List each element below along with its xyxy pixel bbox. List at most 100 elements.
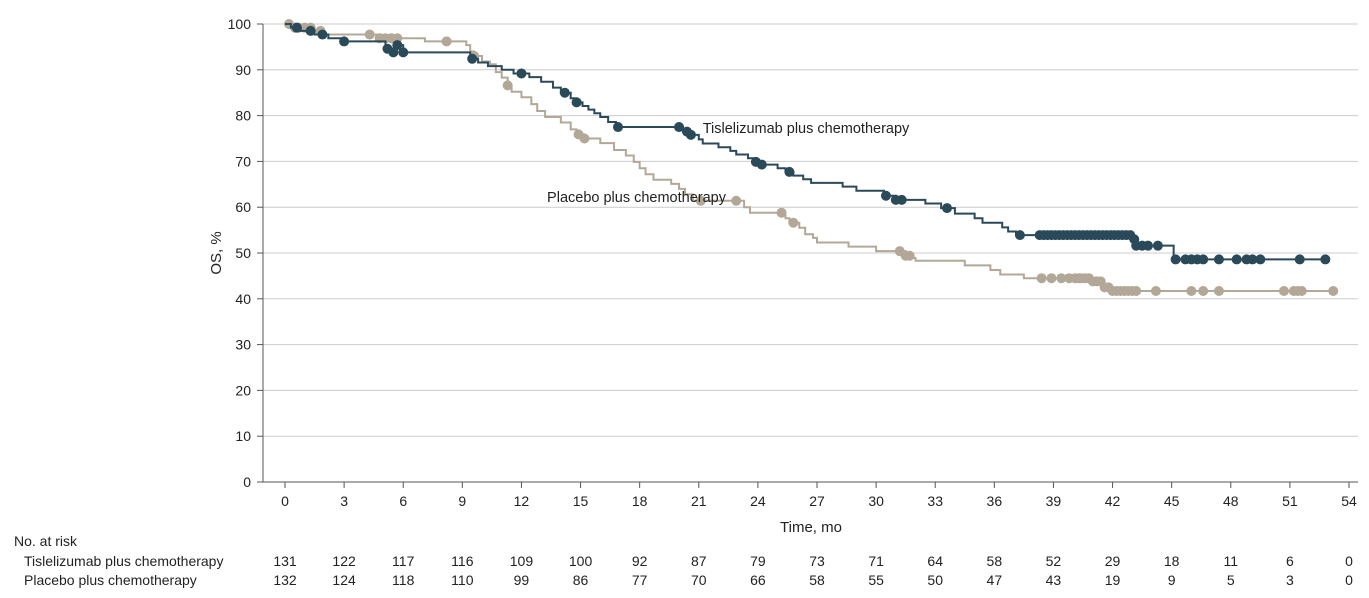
censor-mark-placebo (1056, 273, 1067, 284)
censor-mark-tislelizumab (1320, 254, 1331, 265)
censor-mark-tislelizumab (880, 190, 891, 201)
risk-table: No. at risk Tislelizumab plus chemothera… (14, 533, 1353, 588)
censor-mark-placebo (1131, 286, 1142, 297)
x-tick-label: 27 (809, 493, 825, 509)
censor-mark-tislelizumab (291, 22, 302, 33)
x-tick-label: 9 (458, 493, 466, 509)
x-tick-label: 15 (573, 493, 589, 509)
censor-mark-placebo (776, 207, 787, 218)
risk-value-tislelizumab: 29 (1105, 553, 1121, 569)
risk-value-tislelizumab: 0 (1345, 553, 1353, 569)
censor-mark-placebo (441, 36, 452, 47)
gridlines (263, 23, 1358, 437)
risk-value-placebo: 124 (332, 572, 356, 588)
censor-mark-placebo (1046, 273, 1057, 284)
x-tick-label: 48 (1223, 493, 1239, 509)
censor-mark-placebo (579, 133, 590, 144)
risk-value-tislelizumab: 52 (1046, 553, 1062, 569)
y-tick-label: 50 (235, 245, 251, 261)
censor-mark-placebo (1186, 286, 1197, 297)
x-tick-label: 24 (750, 493, 766, 509)
y-tick-label: 100 (228, 16, 252, 32)
x-tick-label: 42 (1105, 493, 1121, 509)
y-axis-ticks: 0 10 20 30 40 50 60 70 80 90 100 (228, 16, 263, 490)
x-axis-title: Time, mo (780, 519, 842, 536)
censor-mark-tislelizumab (339, 36, 350, 47)
x-tick-label: 51 (1282, 493, 1298, 509)
censor-mark-tislelizumab (559, 87, 570, 98)
risk-value-tislelizumab: 117 (392, 553, 415, 569)
y-tick-label: 20 (235, 382, 251, 398)
y-tick-label: 10 (235, 428, 251, 444)
censor-mark-tislelizumab (1198, 254, 1209, 265)
risk-value-tislelizumab: 64 (927, 553, 943, 569)
risk-value-tislelizumab: 58 (987, 553, 1003, 569)
risk-value-tislelizumab: 79 (750, 553, 766, 569)
censor-mark-placebo (695, 195, 706, 206)
censor-mark-tislelizumab (388, 47, 399, 58)
x-tick-label: 45 (1164, 493, 1180, 509)
censor-mark-placebo (1150, 286, 1161, 297)
risk-value-placebo: 0 (1345, 572, 1353, 588)
risk-value-tislelizumab: 11 (1224, 553, 1239, 569)
risk-value-placebo: 58 (809, 572, 825, 588)
censor-mark-placebo (788, 217, 799, 228)
censor-mark-tislelizumab (674, 122, 685, 133)
censor-mark-tislelizumab (1143, 240, 1154, 251)
y-tick-label: 70 (235, 153, 251, 169)
censor-mark-tislelizumab (516, 68, 527, 79)
censor-mark-placebo (364, 29, 375, 40)
risk-value-tislelizumab: 6 (1286, 553, 1294, 569)
y-tick-label: 0 (243, 474, 251, 490)
risk-value-placebo: 43 (1046, 572, 1062, 588)
risk-value-tislelizumab: 71 (868, 553, 884, 569)
risk-value-tislelizumab: 87 (691, 553, 707, 569)
risk-value-tislelizumab: 109 (510, 553, 534, 569)
y-tick-label: 40 (235, 291, 251, 307)
censor-mark-tislelizumab (685, 129, 696, 140)
x-tick-label: 33 (927, 493, 943, 509)
censor-mark-tislelizumab (392, 40, 403, 51)
censor-mark-tislelizumab (571, 97, 582, 108)
risk-table-heading: No. at risk (14, 533, 78, 549)
risk-value-placebo: 66 (750, 572, 766, 588)
censor-mark-tislelizumab (317, 29, 328, 40)
x-tick-label: 0 (281, 493, 289, 509)
risk-row-label-tislelizumab: Tislelizumab plus chemotherapy (24, 553, 223, 569)
risk-value-tislelizumab: 116 (451, 553, 474, 569)
risk-value-tislelizumab: 100 (569, 553, 593, 569)
risk-value-placebo: 9 (1168, 572, 1176, 588)
x-tick-label: 6 (399, 493, 407, 509)
x-tick-label: 54 (1341, 493, 1357, 509)
censor-mark-tislelizumab (756, 159, 767, 170)
censor-mark-tislelizumab (942, 203, 953, 214)
censor-mark-placebo (1296, 286, 1307, 297)
censor-mark-tislelizumab (1014, 230, 1025, 241)
x-tick-label: 12 (514, 493, 530, 509)
series-label-placebo: Placebo plus chemotherapy (547, 190, 727, 206)
censor-mark-tislelizumab (1152, 240, 1163, 251)
risk-value-placebo: 3 (1286, 572, 1294, 588)
series-tislelizumab (285, 22, 1331, 265)
censor-mark-tislelizumab (467, 53, 478, 64)
risk-value-tislelizumab: 92 (632, 553, 648, 569)
y-axis-title: OS, % (208, 231, 225, 274)
risk-value-placebo: 118 (392, 572, 415, 588)
risk-value-placebo: 99 (514, 572, 530, 588)
censor-mark-placebo (1036, 273, 1047, 284)
series-layer (283, 19, 1339, 297)
series-placebo (283, 19, 1339, 297)
y-tick-label: 60 (235, 199, 251, 215)
x-tick-label: 36 (987, 493, 1003, 509)
risk-value-placebo: 110 (451, 572, 474, 588)
y-tick-label: 90 (235, 62, 251, 78)
censor-mark-tislelizumab (1213, 254, 1224, 265)
censor-mark-placebo (1328, 286, 1339, 297)
risk-value-placebo: 77 (632, 572, 648, 588)
x-tick-label: 39 (1046, 493, 1062, 509)
censor-mark-tislelizumab (1170, 254, 1181, 265)
censor-mark-placebo (502, 80, 513, 91)
risk-value-tislelizumab: 73 (809, 553, 825, 569)
risk-value-placebo: 132 (273, 572, 297, 588)
censor-mark-tislelizumab (1255, 254, 1266, 265)
